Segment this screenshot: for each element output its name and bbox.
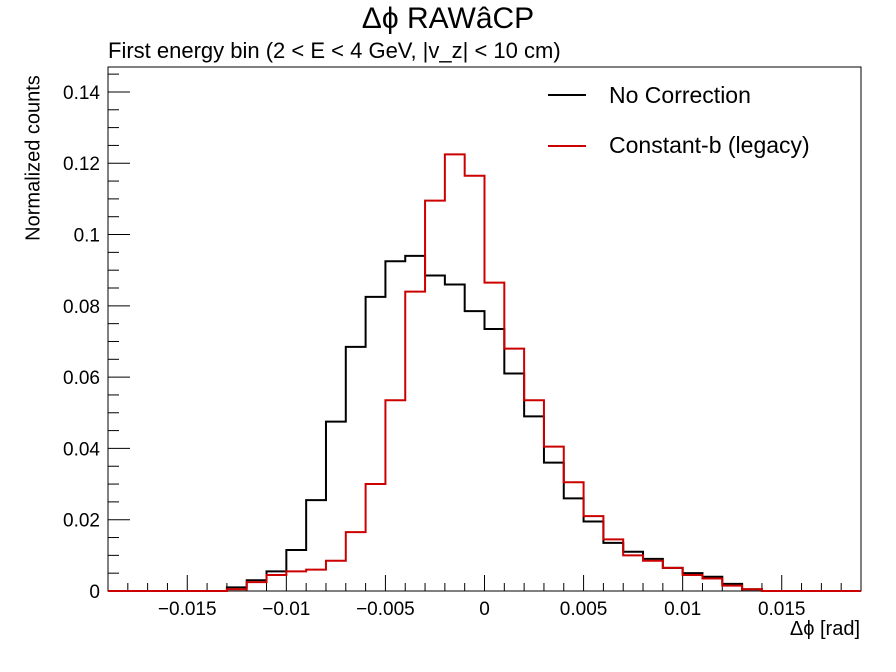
y-tick-label: 0.14 (63, 83, 100, 104)
y-tick-label: 0.04 (63, 439, 100, 460)
x-tick-label: −0.015 (158, 599, 217, 620)
x-tick-label: −0.01 (262, 599, 310, 620)
x-axis-label: Δϕ [rad] (789, 618, 860, 640)
chart-title: Δϕ RAWâCP (361, 2, 535, 35)
y-tick-label: 0.02 (63, 511, 100, 532)
chart-subtitle: First energy bin (2 < E < 4 GeV, |v_z| <… (108, 38, 561, 63)
x-tick-label: 0 (479, 599, 490, 620)
legend-label-no-correction: No Correction (609, 82, 751, 108)
x-tick-label: −0.005 (356, 599, 415, 620)
y-tick-label: 0.08 (63, 297, 100, 318)
histogram-series-0 (108, 254, 861, 592)
legend-swatch-constant-b (548, 145, 586, 147)
histogram-series-1 (108, 153, 861, 592)
x-tick-label: 0.005 (560, 599, 608, 620)
x-tick-label: 0.015 (758, 599, 806, 620)
legend-label-constant-b: Constant-b (legacy) (609, 132, 810, 158)
y-tick-label: 0.12 (63, 154, 100, 175)
legend-swatch-no-correction (548, 94, 586, 96)
y-tick-label: 0.06 (63, 368, 100, 389)
y-tick-label: 0.1 (74, 226, 100, 247)
x-tick-label: 0.01 (664, 599, 701, 620)
y-tick-label: 0 (89, 582, 100, 603)
